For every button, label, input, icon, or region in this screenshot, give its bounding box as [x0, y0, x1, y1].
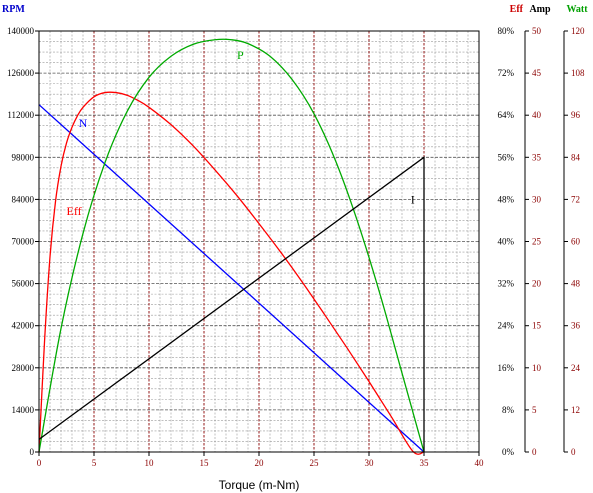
series-label-eff: Eff [67, 204, 82, 218]
eff-tick-label: 48% [498, 194, 515, 204]
eff-tick-label: 24% [498, 321, 515, 331]
amp-tick-label: 10 [532, 363, 542, 373]
series-line-i [38, 156, 425, 452]
rpm-tick-label: 98000 [12, 152, 35, 162]
watt-tick-label: 12 [571, 405, 580, 415]
amp-tick-label: 25 [532, 237, 542, 247]
eff-axis-title: Eff [510, 4, 524, 15]
series-line-eff [38, 91, 425, 455]
watt-tick-label: 24 [571, 363, 581, 373]
x-tick-label: 35 [420, 458, 430, 468]
amp-tick-label: 40 [532, 110, 542, 120]
amp-tick-label: 20 [532, 279, 542, 289]
x-axis-title: Torque (m-Nm) [219, 478, 300, 492]
x-tick-label: 40 [475, 458, 485, 468]
amp-tick-label: 30 [532, 194, 542, 204]
rpm-tick-label: 126000 [7, 68, 35, 78]
x-tick-label: 10 [145, 458, 155, 468]
series-line-n [38, 104, 425, 453]
eff-tick-label: 56% [498, 152, 515, 162]
eff-tick-label: 64% [498, 110, 515, 120]
amp-axis-title: Amp [529, 4, 551, 15]
x-tick-label: 30 [365, 458, 375, 468]
amp-tick-label: 5 [532, 405, 537, 415]
axes: 0 5 10 15 20 25 30 35 40014000280004200056000700… [7, 26, 585, 468]
amp-tick-label: 0 [532, 447, 537, 457]
watt-tick-label: 84 [571, 152, 581, 162]
eff-tick-label: 16% [498, 363, 515, 373]
series-group [38, 38, 425, 455]
eff-tick-label: 32% [498, 279, 515, 289]
amp-tick-label: 35 [532, 152, 542, 162]
rpm-tick-label: 84000 [12, 194, 35, 204]
x-tick-label: 15 [200, 458, 210, 468]
x-tick-label: 5 [92, 458, 97, 468]
series-label-n: N [79, 116, 88, 130]
rpm-axis-title: RPM [2, 4, 25, 15]
rpm-tick-label: 42000 [12, 321, 35, 331]
labels: Torque (m-Nm) RPM Eff Amp Watt N Eff P I [2, 4, 588, 492]
watt-tick-label: 72 [571, 194, 580, 204]
eff-tick-label: 80% [498, 26, 515, 36]
rpm-tick-label: 112000 [7, 110, 34, 120]
amp-tick-label: 50 [532, 26, 542, 36]
watt-tick-label: 0 [571, 447, 576, 457]
rpm-tick-label: 28000 [12, 363, 35, 373]
rpm-tick-label: 140000 [7, 26, 35, 36]
watt-tick-label: 120 [571, 26, 585, 36]
watt-tick-label: 48 [571, 279, 581, 289]
amp-tick-label: 15 [532, 321, 542, 331]
grid [39, 31, 479, 452]
rpm-tick-label: 56000 [12, 279, 35, 289]
watt-tick-label: 108 [571, 68, 585, 78]
series-label-i: I [411, 193, 415, 207]
eff-tick-label: 8% [502, 405, 515, 415]
series-label-p: P [237, 48, 244, 62]
rpm-tick-label: 70000 [12, 237, 35, 247]
x-tick-label: 25 [310, 458, 320, 468]
watt-tick-label: 96 [571, 110, 581, 120]
rpm-tick-label: 0 [30, 447, 35, 457]
watt-tick-label: 60 [571, 237, 581, 247]
series-line-p [38, 38, 425, 453]
rpm-tick-label: 14000 [12, 405, 35, 415]
eff-tick-label: 72% [498, 68, 515, 78]
x-tick-label: 0 [37, 458, 42, 468]
eff-tick-label: 0% [502, 447, 515, 457]
amp-tick-label: 45 [532, 68, 542, 78]
watt-tick-label: 36 [571, 321, 581, 331]
eff-tick-label: 40% [498, 237, 515, 247]
x-tick-label: 20 [255, 458, 265, 468]
watt-axis-title: Watt [566, 4, 588, 15]
